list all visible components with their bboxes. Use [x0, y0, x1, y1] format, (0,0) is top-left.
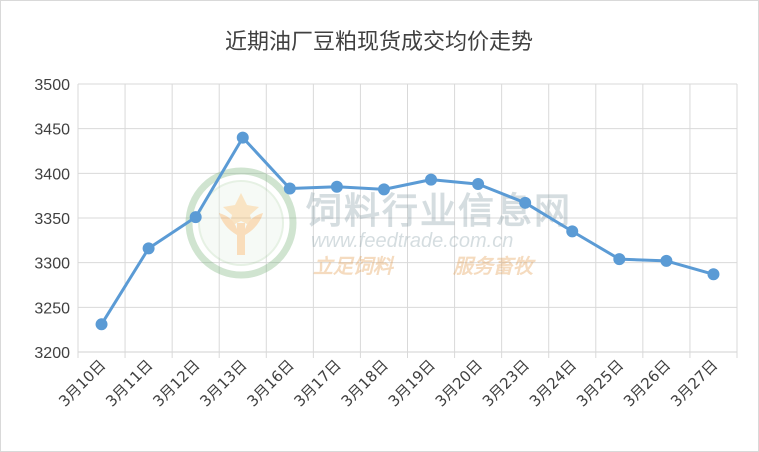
- x-tick-label: 3月13日: [196, 356, 250, 410]
- x-tick-label: 3月11日: [102, 356, 156, 410]
- x-tick-label: 3月10日: [55, 356, 109, 410]
- data-point: [95, 318, 108, 331]
- x-tick-label: 3月27日: [667, 356, 721, 410]
- data-point: [236, 131, 249, 144]
- x-tick-label: 3月17日: [291, 356, 345, 410]
- x-tick-label: 3月20日: [432, 356, 486, 410]
- y-tick-label: 3300: [34, 256, 70, 273]
- data-point: [330, 180, 343, 193]
- x-tick-label: 3月18日: [338, 356, 392, 410]
- watermark-logo: [185, 167, 297, 279]
- y-tick-label: 3200: [34, 345, 70, 362]
- y-tick-label: 3400: [34, 166, 70, 183]
- grid-lines: [77, 83, 738, 358]
- data-point: [613, 253, 626, 266]
- x-axis-ticks: 3月10日3月11日3月12日3月13日3月16日3月17日3月18日3月19日…: [55, 356, 721, 410]
- data-point: [425, 173, 438, 186]
- watermark-slogan-right: 服务畜牧: [452, 254, 536, 278]
- data-point: [707, 268, 720, 281]
- chart-title: 近期油厂豆粕现货成交均价走势: [225, 30, 533, 55]
- data-points: [95, 131, 720, 331]
- data-point: [142, 242, 155, 255]
- data-point: [660, 254, 673, 267]
- y-axis-ticks: 3200 3250 3300 3350 3400 3450 3500: [34, 77, 70, 362]
- watermark-url: www.feedtrade.com.cn: [311, 230, 513, 252]
- x-tick-label: 3月25日: [573, 356, 627, 410]
- x-tick-label: 3月24日: [526, 356, 580, 410]
- x-tick-label: 3月26日: [620, 356, 674, 410]
- y-tick-label: 3450: [34, 122, 70, 139]
- y-tick-label: 3350: [34, 211, 70, 228]
- watermark-site-name: 饲料行业信息网: [306, 191, 572, 232]
- watermark-slogan-left: 立足饲料: [313, 254, 395, 278]
- x-tick-label: 3月12日: [149, 356, 203, 410]
- data-point: [472, 178, 485, 191]
- x-tick-label: 3月19日: [385, 356, 439, 410]
- data-point: [189, 211, 202, 224]
- series-layer: [100, 136, 715, 326]
- x-tick-label: 3月23日: [479, 356, 533, 410]
- data-point: [519, 196, 532, 209]
- data-point: [377, 183, 390, 196]
- y-tick-label: 3250: [34, 300, 70, 317]
- data-point: [283, 182, 296, 195]
- y-tick-label: 3500: [34, 77, 70, 94]
- series-line: [100, 136, 715, 326]
- watermark: 饲料行业信息网 www.feedtrade.com.cn 立足饲料 服务畜牧: [185, 167, 572, 279]
- data-point: [566, 225, 579, 238]
- x-tick-label: 3月16日: [243, 356, 297, 410]
